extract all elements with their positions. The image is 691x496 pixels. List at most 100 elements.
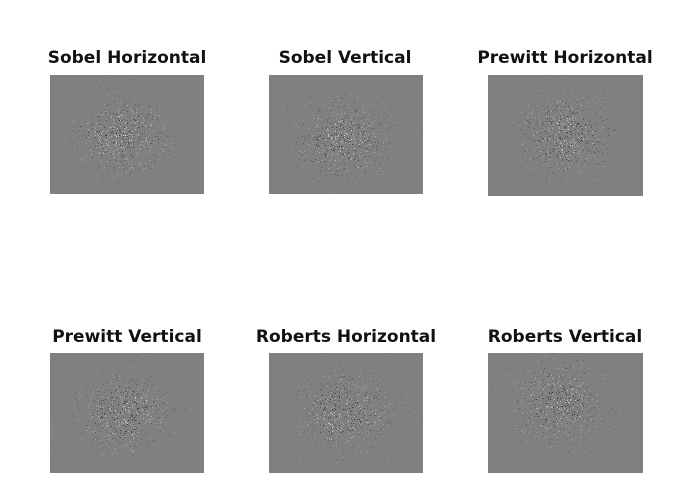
edge-speckle bbox=[363, 123, 364, 124]
edge-speckle bbox=[155, 136, 156, 137]
edge-speckle bbox=[524, 432, 525, 433]
edge-speckle bbox=[563, 126, 564, 127]
edge-speckle bbox=[363, 407, 364, 408]
edge-speckle bbox=[358, 465, 359, 466]
edge-speckle bbox=[488, 388, 489, 389]
edge-speckle bbox=[168, 170, 169, 171]
edge-speckle bbox=[380, 434, 381, 435]
edge-speckle bbox=[118, 118, 119, 119]
edge-speckle bbox=[521, 440, 522, 441]
edge-speckle bbox=[308, 144, 309, 145]
edge-speckle bbox=[113, 428, 114, 429]
edge-speckle bbox=[125, 437, 126, 438]
edge-speckle bbox=[363, 112, 364, 113]
edge-speckle bbox=[536, 399, 537, 400]
edge-speckle bbox=[134, 115, 135, 116]
edge-speckle bbox=[116, 145, 117, 146]
edge-speckle bbox=[153, 418, 154, 419]
edge-speckle bbox=[136, 415, 137, 416]
edge-speckle bbox=[300, 426, 301, 427]
edge-speckle bbox=[358, 167, 359, 168]
edge-speckle bbox=[609, 104, 610, 105]
edge-speckle bbox=[345, 121, 346, 122]
edge-speckle bbox=[85, 163, 86, 164]
edge-speckle bbox=[559, 146, 560, 147]
edge-speckle bbox=[113, 167, 114, 168]
edge-speckle bbox=[135, 446, 136, 447]
edge-speckle bbox=[578, 124, 579, 125]
edge-speckle bbox=[362, 149, 363, 150]
edge-speckle bbox=[96, 144, 97, 145]
edge-speckle bbox=[403, 91, 404, 92]
edge-speckle bbox=[528, 104, 529, 105]
edge-speckle bbox=[342, 128, 343, 129]
edge-speckle bbox=[573, 427, 574, 428]
edge-speckle bbox=[334, 381, 335, 382]
edge-speckle bbox=[287, 421, 288, 422]
edge-speckle bbox=[364, 131, 365, 132]
edge-speckle bbox=[323, 425, 324, 426]
edge-speckle bbox=[556, 123, 557, 124]
edge-speckle bbox=[550, 398, 551, 399]
edge-speckle bbox=[123, 423, 124, 424]
edge-speckle bbox=[138, 135, 139, 136]
edge-speckle bbox=[571, 399, 572, 400]
edge-speckle bbox=[308, 425, 309, 426]
edge-speckle bbox=[335, 397, 336, 398]
edge-speckle bbox=[549, 419, 550, 420]
edge-speckle bbox=[362, 134, 363, 135]
edge-speckle bbox=[577, 386, 578, 387]
edge-speckle bbox=[304, 408, 305, 409]
edge-speckle bbox=[382, 404, 383, 405]
edge-speckle bbox=[336, 416, 337, 417]
edge-speckle bbox=[340, 190, 341, 191]
edge-speckle bbox=[86, 148, 87, 149]
edge-speckle bbox=[573, 148, 574, 149]
edge-speckle bbox=[602, 180, 603, 181]
edge-speckle bbox=[612, 158, 613, 159]
edge-speckle bbox=[556, 441, 557, 442]
edge-speckle bbox=[353, 423, 354, 424]
edge-speckle bbox=[107, 425, 108, 426]
edge-speckle bbox=[317, 415, 318, 416]
edge-speckle bbox=[554, 422, 555, 423]
edge-speckle bbox=[66, 155, 67, 156]
edge-speckle bbox=[338, 164, 339, 165]
edge-speckle bbox=[376, 146, 377, 147]
edge-speckle bbox=[126, 431, 127, 432]
edge-speckle bbox=[115, 91, 116, 92]
edge-speckle bbox=[115, 411, 116, 412]
edge-speckle bbox=[324, 421, 325, 422]
edge-speckle bbox=[332, 138, 333, 139]
edge-speckle bbox=[596, 131, 597, 132]
edge-speckle bbox=[347, 104, 348, 105]
edge-speckle bbox=[553, 378, 554, 379]
edge-speckle bbox=[553, 119, 554, 120]
edge-speckle bbox=[120, 124, 121, 125]
edge-speckle bbox=[543, 432, 544, 433]
edge-speckle bbox=[336, 114, 337, 115]
edge-speckle bbox=[336, 99, 337, 100]
edge-speckle bbox=[568, 165, 569, 166]
edge-speckle bbox=[161, 390, 162, 391]
edge-speckle bbox=[344, 154, 345, 155]
edge-speckle bbox=[372, 373, 373, 374]
edge-speckle bbox=[589, 101, 590, 102]
edge-speckle bbox=[606, 129, 607, 130]
edge-speckle bbox=[298, 114, 299, 115]
edge-speckle bbox=[387, 459, 388, 460]
edge-speckle bbox=[575, 420, 576, 421]
edge-speckle bbox=[125, 130, 126, 131]
edge-speckle bbox=[331, 428, 332, 429]
edge-speckle bbox=[107, 178, 108, 179]
edge-speckle bbox=[77, 428, 78, 429]
edge-speckle bbox=[343, 409, 344, 410]
edge-speckle bbox=[325, 156, 326, 157]
edge-speckle bbox=[362, 110, 363, 111]
edge-speckle bbox=[133, 383, 134, 384]
edge-speckle bbox=[318, 404, 319, 405]
edge-speckle bbox=[371, 162, 372, 163]
edge-speckle bbox=[532, 110, 533, 111]
edge-speckle bbox=[542, 138, 543, 139]
edge-speckle bbox=[556, 418, 557, 419]
